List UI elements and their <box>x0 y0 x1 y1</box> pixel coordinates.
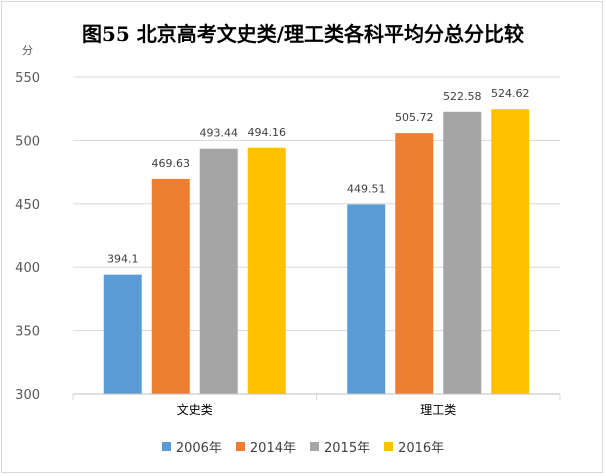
data-label-1-0: 449.51 <box>347 182 386 195</box>
legend-item-2: 2015年 <box>310 437 370 456</box>
x-tick-label-1: 理工类 <box>420 403 456 417</box>
bar-0-1 <box>151 178 190 394</box>
legend-item-3: 2016年 <box>384 437 444 456</box>
x-tick-label-0: 文史类 <box>177 402 213 417</box>
data-label-0-3: 494.16 <box>248 126 287 139</box>
legend-label-2: 2015年 <box>324 441 371 456</box>
bar-1-2 <box>443 111 482 395</box>
legend-item-1: 2014年 <box>235 437 296 456</box>
y-tick-label-2: 400 <box>15 261 40 276</box>
data-label-0-0: 394.1 <box>107 253 139 266</box>
bar-0-3 <box>247 147 286 394</box>
legend-item-0: 2006年 <box>161 437 222 456</box>
y-tick-label-3: 450 <box>15 198 40 213</box>
legend-label-3: 2016年 <box>398 441 445 456</box>
data-label-1-2: 522.58 <box>443 90 482 103</box>
legend-swatch-2 <box>310 442 319 451</box>
bar-1-3 <box>491 109 530 395</box>
bar-1-1 <box>395 133 434 394</box>
bar-1-0 <box>347 204 386 394</box>
y-tick-label-4: 500 <box>15 134 40 149</box>
y-tick-label-5: 550 <box>15 71 40 86</box>
data-label-1-1: 505.72 <box>395 111 434 124</box>
y-tick-label-0: 300 <box>15 388 40 403</box>
chart-title: 图55 北京高考文史类/理工类各科平均分总分比较 <box>81 22 525 46</box>
y-tick-label-1: 350 <box>15 325 40 340</box>
legend-label-1: 2014年 <box>249 441 296 456</box>
legend-swatch-3 <box>384 442 394 451</box>
data-label-0-2: 493.44 <box>200 127 239 140</box>
legend-swatch-1 <box>235 442 245 451</box>
legend-swatch-0 <box>161 442 171 451</box>
data-label-0-1: 469.63 <box>152 157 191 170</box>
chart-legend: 2006年 2014年 2015年 2016年 <box>0 437 606 456</box>
bar-0-2 <box>199 148 238 394</box>
y-axis-label: 分 <box>22 44 33 57</box>
data-label-1-3: 524.62 <box>491 87 530 100</box>
legend-label-0: 2006年 <box>175 441 222 456</box>
bar-0-0 <box>103 274 142 394</box>
